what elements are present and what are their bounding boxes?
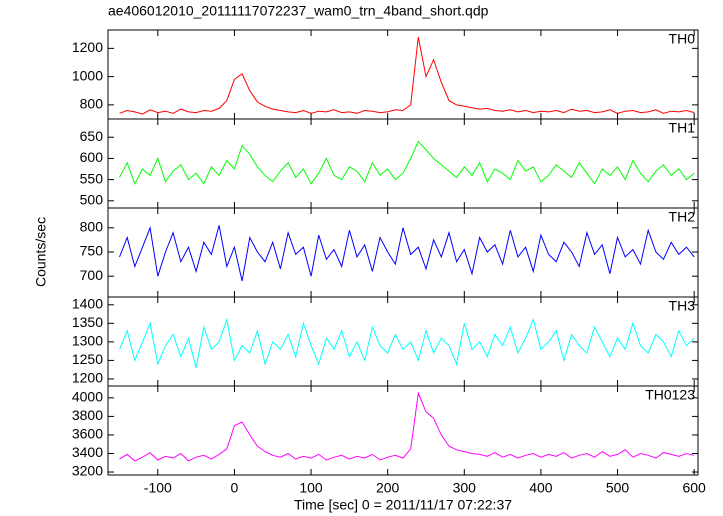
y-tick-label: 1350 (72, 314, 103, 330)
panel-label: TH1 (669, 120, 696, 136)
panel-label: TH0123 (645, 387, 695, 403)
light-curve (119, 225, 695, 282)
chart-title: ae406012010_20111117072237_wam0_trn_4ban… (108, 3, 489, 19)
y-tick-label: 1200 (72, 370, 103, 386)
x-axis-label: Time [sec] 0 = 2011/11/17 07:22:37 (294, 497, 512, 513)
y-tick-label: 800 (80, 219, 104, 235)
y-tick-label: 800 (80, 96, 104, 112)
panel-frame (107, 207, 699, 298)
y-tick-label: 4000 (72, 389, 103, 405)
light-curve (119, 37, 695, 115)
x-tick-label: 300 (453, 480, 477, 496)
y-tick-label: 750 (80, 243, 104, 259)
y-tick-label: 650 (80, 128, 104, 144)
panel-frame (107, 385, 699, 476)
x-tick-label: 200 (376, 480, 400, 496)
y-tick-label: 1300 (72, 333, 103, 349)
y-tick-label: 3200 (72, 463, 103, 479)
y-tick-label: 3800 (72, 407, 103, 423)
x-tick-label: 400 (529, 480, 553, 496)
y-tick-label: 550 (80, 170, 104, 186)
light-curve (119, 317, 695, 368)
panel-frame (107, 29, 699, 120)
x-tick-label: -100 (144, 480, 172, 496)
y-tick-label: 1200 (72, 39, 103, 55)
y-tick-label: 600 (80, 149, 104, 165)
x-tick-label: 0 (231, 480, 239, 496)
panel-label: TH0 (669, 31, 696, 47)
y-tick-label: 1250 (72, 351, 103, 367)
y-axis-label: Counts/sec (33, 217, 49, 287)
y-tick-label: 3600 (72, 426, 103, 442)
panel-frame (107, 296, 699, 387)
light-curve (119, 140, 695, 186)
x-tick-label: 600 (682, 480, 706, 496)
y-tick-label: 1400 (72, 295, 103, 311)
x-tick-label: 500 (606, 480, 630, 496)
y-tick-label: 1000 (72, 67, 103, 83)
light-curve (119, 391, 695, 462)
y-tick-label: 3400 (72, 444, 103, 460)
y-tick-label: 500 (80, 191, 104, 207)
panel-frame (107, 118, 699, 209)
y-tick-label: 700 (80, 267, 104, 283)
panel-label: TH3 (669, 298, 696, 314)
x-tick-label: 100 (299, 480, 323, 496)
panel-label: TH2 (669, 209, 696, 225)
